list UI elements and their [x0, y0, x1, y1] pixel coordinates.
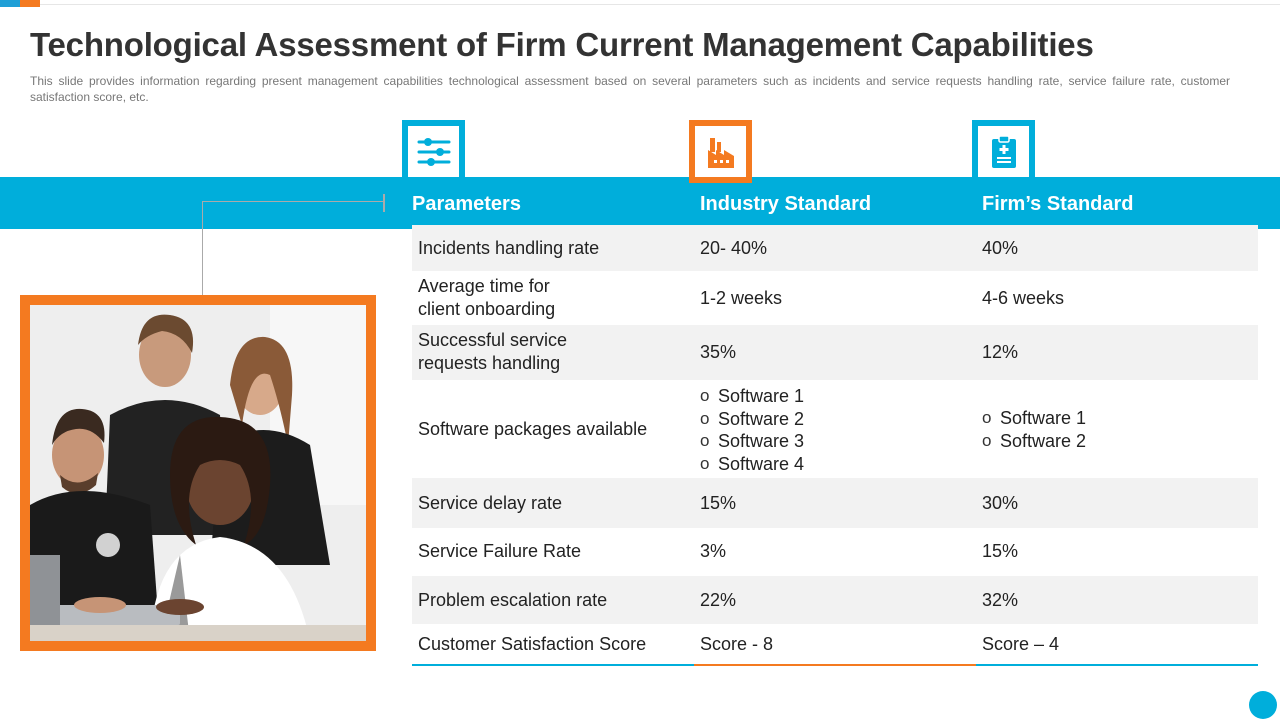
- table-row: Software packages available Software 1 S…: [412, 380, 1258, 478]
- industry-cell: 1-2 weeks: [700, 288, 783, 308]
- parameter-cell: Incidents handling rate: [418, 238, 600, 258]
- header-firm-standard: Firm’s Standard: [982, 193, 1134, 215]
- table-bottom-border: [976, 664, 1258, 666]
- parameters-icon-box: [402, 120, 465, 183]
- parameter-cell: Software packages available: [418, 419, 648, 439]
- top-rule: [40, 4, 1280, 5]
- table-row: Incidents handling rate 20- 40% 40%: [412, 225, 1258, 271]
- page-indicator-dot: [1249, 691, 1277, 719]
- industry-cell: 3%: [700, 541, 727, 561]
- corner-accent: [0, 0, 40, 7]
- firm-cell: 30%: [982, 493, 1019, 513]
- table-row: Customer Satisfaction Score Score - 8 Sc…: [412, 624, 1258, 664]
- table-bottom-border: [412, 664, 694, 666]
- industry-software-list: Software 1 Software 2 Software 3 Softwar…: [700, 385, 804, 475]
- header-parameters: Parameters: [412, 193, 521, 215]
- table-row: Problem escalation rate 22% 32%: [412, 576, 1258, 624]
- table-row: Service Failure Rate 3% 15%: [412, 528, 1258, 576]
- industry-cell: 22%: [700, 590, 737, 610]
- firm-cell: Score – 4: [982, 634, 1060, 654]
- header-band: [0, 177, 1280, 229]
- connector-line-vertical: [202, 201, 203, 301]
- industry-cell: 20- 40%: [700, 238, 768, 258]
- header-industry-standard: Industry Standard: [700, 193, 872, 215]
- list-item: Software 1: [700, 385, 804, 408]
- table-row: Service delay rate 15% 30%: [412, 478, 1258, 528]
- industry-icon-box: [689, 120, 752, 183]
- table-bottom-border: [694, 664, 976, 666]
- firm-icon-box: [972, 120, 1035, 183]
- firm-software-list: Software 1 Software 2: [982, 407, 1086, 452]
- list-item: Software 2: [700, 408, 804, 431]
- parameter-cell: Service Failure Rate: [418, 541, 582, 561]
- slide-subtitle: This slide provides information regardin…: [30, 74, 1230, 104]
- factory-icon: [695, 126, 746, 177]
- table-row: Average time for client onboarding 1-2 w…: [412, 271, 1258, 325]
- parameter-cell: Successful service requests handling: [418, 330, 568, 373]
- firm-cell: 4-6 weeks: [982, 288, 1065, 308]
- connector-line: [202, 201, 384, 202]
- connector-cap: [383, 194, 385, 212]
- slide-title: Technological Assessment of Firm Current…: [30, 26, 1094, 63]
- list-item: Software 4: [700, 453, 804, 476]
- clipboard-icon: [978, 126, 1029, 177]
- parameter-cell: Average time for client onboarding: [418, 276, 556, 319]
- firm-cell: 32%: [982, 590, 1019, 610]
- parameter-cell: Problem escalation rate: [418, 590, 608, 610]
- list-item: Software 3: [700, 430, 804, 453]
- parameter-cell: Service delay rate: [418, 493, 563, 513]
- table-row: Successful service requests handling 35%…: [412, 325, 1258, 380]
- industry-cell: 15%: [700, 493, 737, 513]
- industry-cell: Score - 8: [700, 634, 774, 654]
- sliders-icon: [408, 126, 459, 177]
- list-item: Software 1: [982, 407, 1086, 430]
- firm-cell: 40%: [982, 238, 1019, 258]
- firm-cell: 12%: [982, 342, 1019, 362]
- team-photo: [20, 295, 376, 651]
- industry-cell: 35%: [700, 342, 737, 362]
- list-item: Software 2: [982, 430, 1086, 453]
- parameter-cell: Customer Satisfaction Score: [418, 634, 647, 654]
- firm-cell: 15%: [982, 541, 1019, 561]
